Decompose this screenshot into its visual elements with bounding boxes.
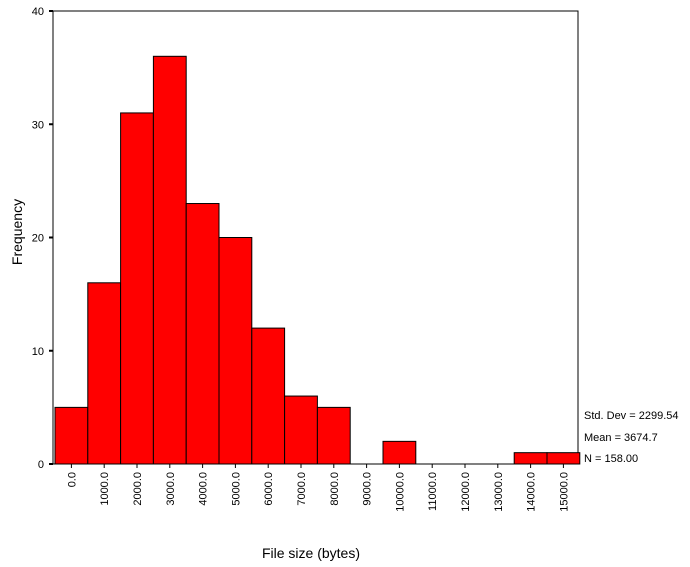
histogram-bar (251, 327, 286, 465)
histogram-bar (546, 452, 581, 465)
x-axis-title: File size (bytes) (262, 545, 360, 561)
x-tick-label: 10000.0 (394, 472, 406, 512)
histogram-bar (382, 440, 417, 465)
y-axis: 0 10 20 30 40 (32, 6, 53, 471)
stat-std-dev: Std. Dev = 2299.54 (584, 410, 678, 422)
x-tick-label: 2000.0 (132, 472, 144, 506)
histogram-bar (120, 112, 154, 465)
x-tick-label: 0.0 (66, 472, 78, 487)
x-tick-label: 12000.0 (460, 472, 472, 512)
histogram-bar (218, 237, 253, 465)
x-tick-label: 13000.0 (493, 472, 505, 512)
y-axis-title: Frequency (9, 199, 25, 265)
bars-group (54, 55, 581, 465)
x-tick-label: 3000.0 (165, 472, 177, 506)
x-tick-label: 14000.0 (526, 472, 538, 512)
stat-n: N = 158.00 (584, 453, 638, 465)
y-tick-label: 40 (32, 6, 44, 18)
histogram-bar (54, 406, 89, 465)
x-tick-label: 1000.0 (99, 472, 111, 506)
histogram-bar (316, 406, 351, 465)
histogram-bar (513, 452, 548, 465)
x-axis-tick-labels: 0.0 1000.0 2000.0 3000.0 4000.0 5000.0 6000.0 7… (66, 472, 570, 512)
x-tick-label: 5000.0 (230, 472, 242, 506)
histogram-bar (87, 282, 122, 465)
x-axis-ticks (70, 464, 564, 468)
y-tick-label: 20 (32, 233, 44, 245)
x-tick-label: 4000.0 (198, 472, 210, 506)
x-tick-label: 9000.0 (362, 472, 374, 506)
y-tick-label: 0 (38, 459, 44, 471)
y-tick-label: 30 (32, 119, 44, 131)
statistics-box: Std. Dev = 2299.54 Mean = 3674.7 N = 158… (584, 410, 678, 465)
histogram-bar (152, 55, 187, 465)
x-tick-label: 15000.0 (558, 472, 570, 512)
x-tick-label: 6000.0 (263, 472, 275, 506)
histogram-bar (185, 203, 220, 465)
x-tick-label: 11000.0 (427, 472, 439, 511)
y-tick-label: 10 (32, 346, 44, 358)
histogram-bar (284, 395, 318, 465)
x-tick-label: 7000.0 (296, 472, 308, 506)
stat-mean: Mean = 3674.7 (584, 432, 658, 444)
x-tick-label: 8000.0 (329, 472, 341, 506)
